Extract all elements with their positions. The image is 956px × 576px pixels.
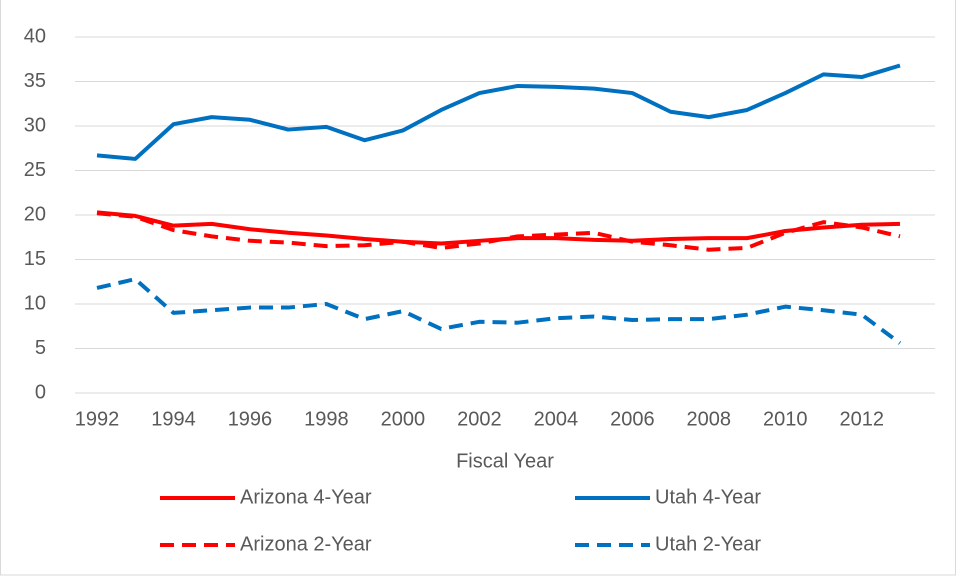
y-tick-label: 0 xyxy=(35,381,46,403)
y-tick-label: 20 xyxy=(24,203,46,225)
y-tick-label: 10 xyxy=(24,292,46,314)
x-tick-label: 2002 xyxy=(457,408,502,430)
x-tick-label: 2000 xyxy=(381,408,426,430)
legend-label: Utah 4-Year xyxy=(655,486,761,508)
legend-label: Arizona 2-Year xyxy=(240,533,372,555)
y-tick-label: 30 xyxy=(24,114,46,136)
data-line xyxy=(96,211,901,252)
y-tick-label: 40 xyxy=(24,25,46,47)
x-tick-label: 1994 xyxy=(151,408,196,430)
data-line xyxy=(96,63,901,161)
y-tick-label: 25 xyxy=(24,159,46,181)
legend-label: Arizona 4-Year xyxy=(240,486,372,508)
x-tick-label: 2010 xyxy=(763,408,808,430)
x-axis-label: Fiscal Year xyxy=(456,450,554,472)
x-tick-label: 1998 xyxy=(304,408,349,430)
y-tick-label: 35 xyxy=(24,70,46,92)
x-tick-label: 1996 xyxy=(228,408,273,430)
x-tick-label: 2008 xyxy=(687,408,732,430)
x-tick-label: 2012 xyxy=(840,408,885,430)
y-tick-label: 15 xyxy=(24,248,46,270)
data-line xyxy=(96,277,902,345)
y-tick-label: 5 xyxy=(35,337,46,359)
legend-label: Utah 2-Year xyxy=(655,533,761,555)
x-tick-label: 1992 xyxy=(75,408,120,430)
x-tick-label: 2004 xyxy=(534,408,579,430)
x-tick-label: 2006 xyxy=(610,408,655,430)
